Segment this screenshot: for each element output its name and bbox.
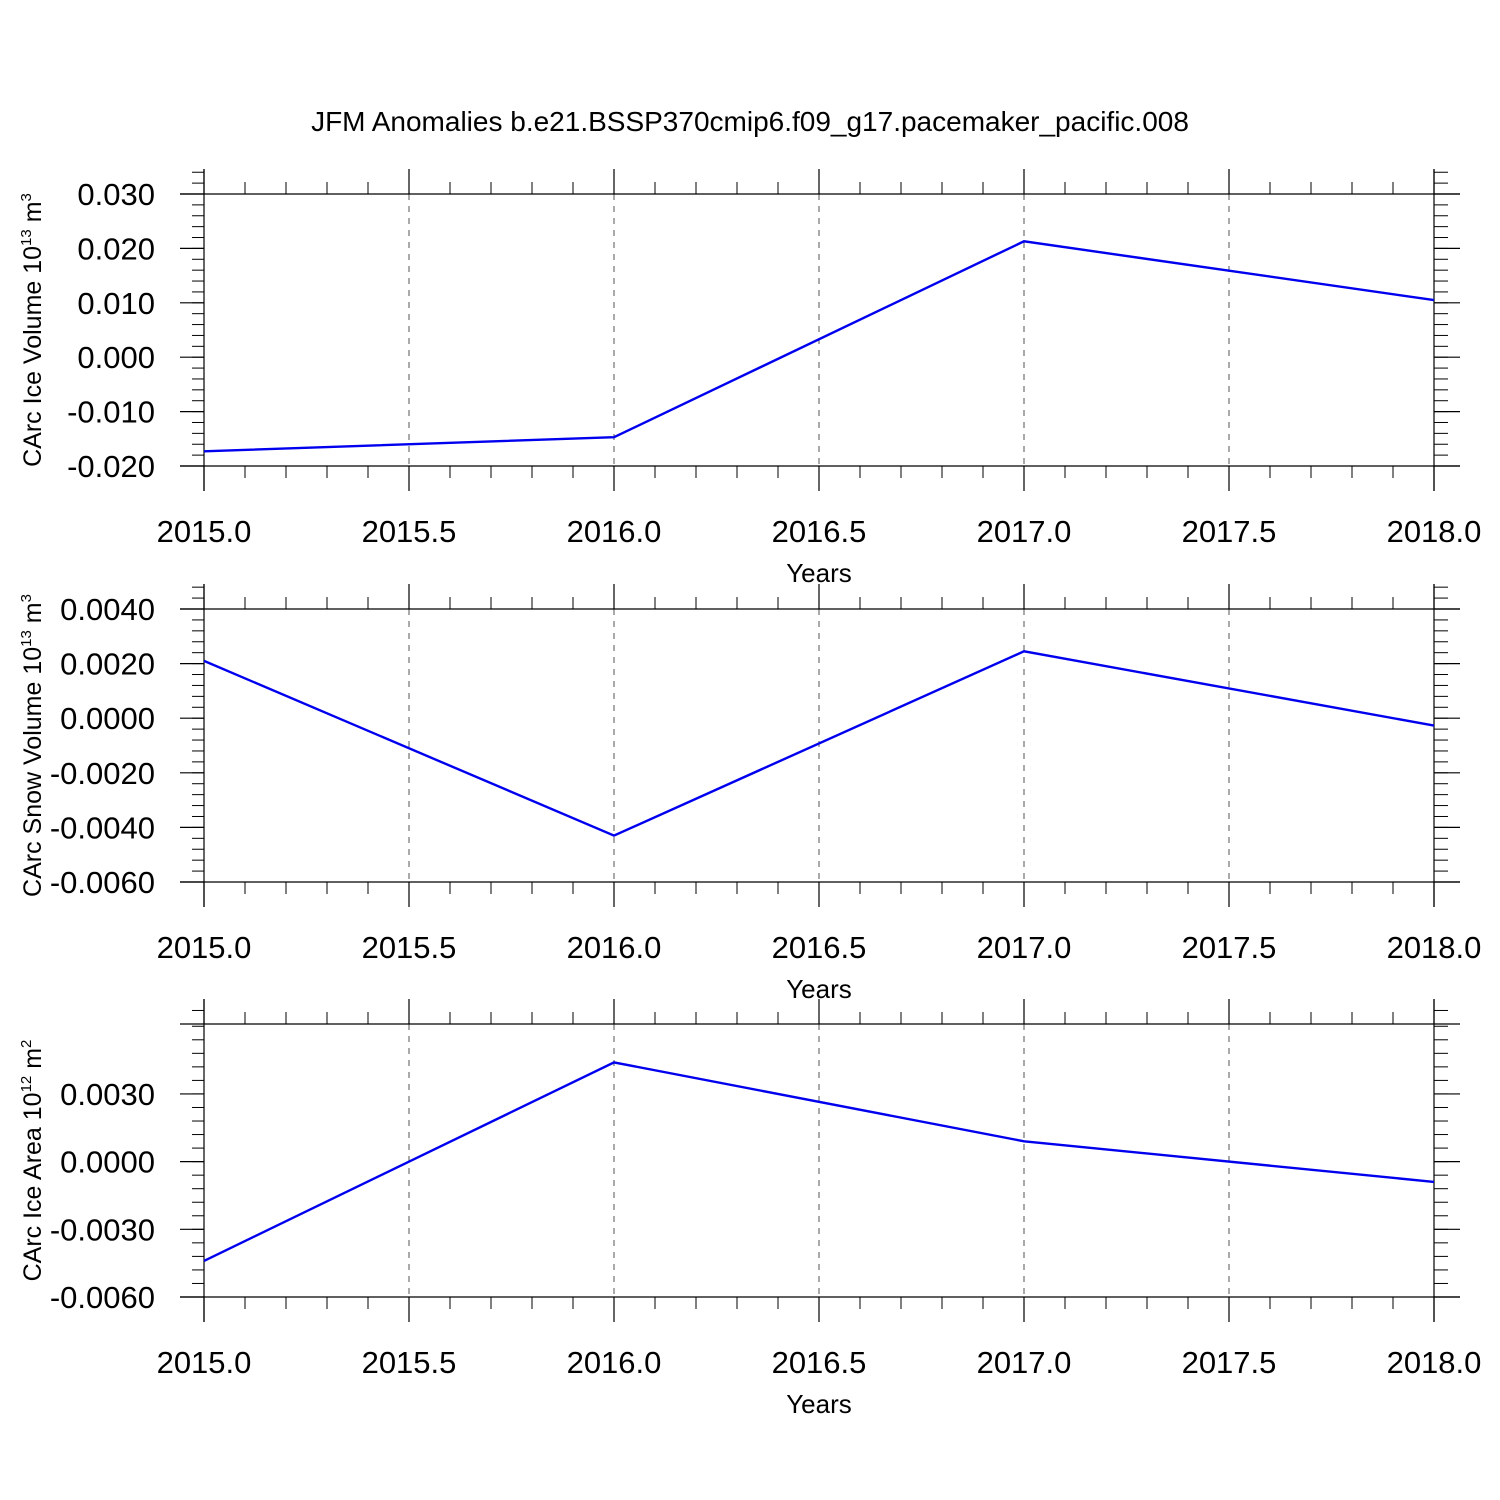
chart-panel: -0.0060 -0.0040 -0.0020 0.0000 0.0020 0.0040 2… bbox=[18, 584, 1481, 1004]
x-tick-label: 2018.0 bbox=[1387, 514, 1482, 549]
y-tick-label: -0.0060 bbox=[50, 1280, 155, 1315]
chart-panel: -0.020 -0.010 0.000 0.010 0.020 0.030 2015.0 20… bbox=[18, 169, 1481, 588]
x-tick-label: 2017.0 bbox=[977, 514, 1072, 549]
x-tick-label: 2017.5 bbox=[1182, 930, 1277, 965]
y-axis-title: CArc Ice Area 1012 m2 bbox=[18, 1040, 47, 1282]
x-tick-label: 2017.5 bbox=[1182, 514, 1277, 549]
y-tick-label: 0.0030 bbox=[60, 1077, 155, 1112]
x-tick-label: 2016.0 bbox=[567, 514, 662, 549]
y-tick-label: 0.000 bbox=[77, 340, 155, 375]
panels: -0.020 -0.010 0.000 0.010 0.020 0.030 2015.0 20… bbox=[18, 169, 1481, 1419]
y-tick-label: -0.0060 bbox=[50, 865, 155, 900]
main-title: JFM Anomalies b.e21.BSSP370cmip6.f09_g17… bbox=[311, 106, 1189, 137]
x-tick-label: 2017.0 bbox=[977, 1345, 1072, 1380]
chart-panel: -0.0060 -0.0030 0.0000 0.0030 2015.0 2015.5 20… bbox=[18, 999, 1481, 1419]
y-tick-label: 0.0020 bbox=[60, 647, 155, 682]
x-tick-label: 2015.5 bbox=[362, 1345, 457, 1380]
x-tick-label: 2016.0 bbox=[567, 1345, 662, 1380]
x-tick-label: 2016.5 bbox=[772, 1345, 867, 1380]
x-tick-label: 2015.5 bbox=[362, 930, 457, 965]
y-tick-label: -0.0020 bbox=[50, 756, 155, 791]
y-tick-label: 0.020 bbox=[77, 231, 155, 266]
y-tick-label: -0.0030 bbox=[50, 1212, 155, 1247]
x-tick-label: 2015.0 bbox=[157, 514, 252, 549]
x-tick-label: 2015.0 bbox=[157, 1345, 252, 1380]
x-tick-label: 2017.5 bbox=[1182, 1345, 1277, 1380]
x-axis-title: Years bbox=[786, 1389, 852, 1419]
y-tick-label: -0.010 bbox=[67, 395, 155, 430]
x-tick-label: 2018.0 bbox=[1387, 930, 1482, 965]
series-line bbox=[203, 1061, 1435, 1262]
x-tick-label: 2016.5 bbox=[772, 930, 867, 965]
y-tick-label: 0.0000 bbox=[60, 1145, 155, 1180]
y-tick-label: -0.0040 bbox=[50, 810, 155, 845]
x-tick-label: 2015.0 bbox=[157, 930, 252, 965]
y-tick-label: 0.010 bbox=[77, 286, 155, 321]
x-tick-label: 2017.0 bbox=[977, 930, 1072, 965]
y-axis-title: CArc Ice Volume 1013 m3 bbox=[18, 193, 47, 467]
series-line bbox=[203, 240, 1435, 453]
x-axis-title: Years bbox=[786, 558, 852, 588]
y-tick-label: 0.0000 bbox=[60, 701, 155, 736]
series-line bbox=[203, 650, 1435, 837]
x-tick-label: 2016.0 bbox=[567, 930, 662, 965]
x-tick-label: 2016.5 bbox=[772, 514, 867, 549]
y-axis-title: CArc Snow Volume 1013 m3 bbox=[18, 594, 47, 897]
x-tick-label: 2018.0 bbox=[1387, 1345, 1482, 1380]
y-tick-label: 0.0040 bbox=[60, 592, 155, 627]
y-tick-label: 0.030 bbox=[77, 177, 155, 212]
x-tick-label: 2015.5 bbox=[362, 514, 457, 549]
y-tick-label: -0.020 bbox=[67, 449, 155, 484]
